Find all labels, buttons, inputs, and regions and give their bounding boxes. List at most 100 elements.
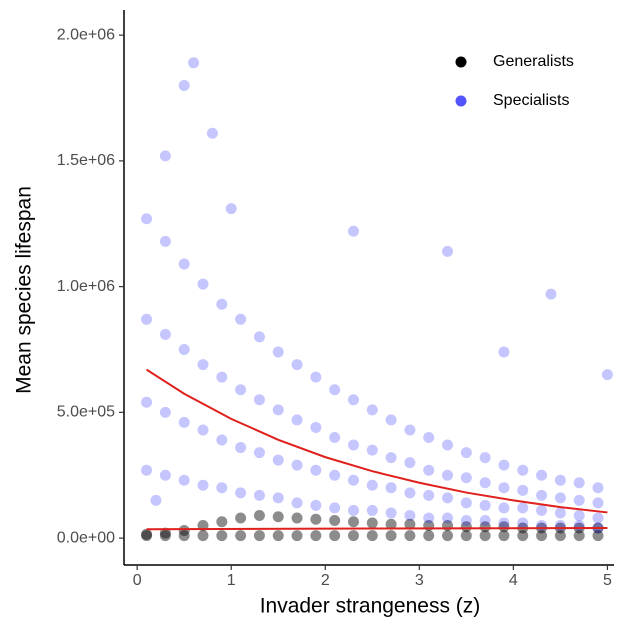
point — [197, 479, 209, 491]
point — [291, 359, 303, 371]
point — [479, 499, 491, 511]
point — [310, 499, 322, 511]
point — [460, 447, 472, 459]
point — [272, 404, 284, 416]
point — [291, 512, 303, 524]
point — [291, 530, 303, 542]
y-axis-title: Mean species lifespan — [13, 186, 36, 394]
point — [216, 434, 228, 446]
y-tick-label: 2.0e+06 — [57, 26, 115, 43]
point — [188, 57, 200, 69]
point — [573, 509, 585, 521]
point — [385, 452, 397, 464]
x-tick-label: 3 — [415, 572, 424, 589]
point — [235, 384, 247, 396]
point — [178, 525, 190, 537]
point — [178, 258, 190, 270]
point — [159, 469, 171, 481]
point — [310, 530, 322, 542]
point — [310, 513, 322, 525]
point — [216, 371, 228, 383]
point — [178, 343, 190, 355]
point — [197, 530, 209, 542]
point — [479, 477, 491, 489]
legend-marker — [455, 56, 467, 68]
point — [592, 530, 604, 542]
point — [554, 492, 566, 504]
legend-label: Specialists — [493, 92, 569, 109]
point — [347, 530, 359, 542]
point — [536, 489, 548, 501]
point — [498, 521, 510, 533]
point — [460, 497, 472, 509]
point — [536, 530, 548, 542]
point — [404, 530, 416, 542]
point — [404, 424, 416, 436]
point — [347, 225, 359, 237]
point — [404, 487, 416, 499]
point — [216, 482, 228, 494]
point — [423, 432, 435, 444]
point — [329, 502, 341, 514]
point — [235, 487, 247, 499]
point — [460, 514, 472, 526]
point — [235, 512, 247, 524]
point — [329, 432, 341, 444]
point — [442, 512, 454, 524]
point — [347, 504, 359, 516]
point — [573, 477, 585, 489]
point — [272, 346, 284, 358]
point — [601, 369, 613, 381]
x-tick-label: 1 — [227, 572, 236, 589]
point — [573, 520, 585, 532]
y-tick-label: 1.5e+06 — [57, 152, 115, 169]
point — [310, 371, 322, 383]
point — [592, 512, 604, 524]
point — [235, 313, 247, 325]
y-tick-label: 0.0e+00 — [57, 529, 115, 546]
point — [554, 530, 566, 542]
point — [385, 530, 397, 542]
fit-line — [146, 527, 608, 531]
point — [442, 530, 454, 542]
legend-label: Generalists — [493, 53, 574, 70]
point — [197, 424, 209, 436]
point — [423, 530, 435, 542]
point — [178, 79, 190, 91]
point — [498, 482, 510, 494]
points — [141, 57, 613, 542]
point — [366, 530, 378, 542]
point — [366, 479, 378, 491]
point — [141, 396, 153, 408]
point — [216, 298, 228, 310]
point — [442, 492, 454, 504]
point — [272, 511, 284, 523]
point — [141, 528, 153, 540]
point — [442, 439, 454, 451]
point — [554, 520, 566, 532]
point — [404, 518, 416, 530]
point — [479, 452, 491, 464]
point — [291, 497, 303, 509]
point — [329, 530, 341, 542]
point — [141, 464, 153, 476]
point — [366, 504, 378, 516]
point — [272, 492, 284, 504]
point — [150, 494, 162, 506]
point — [573, 530, 585, 542]
point — [517, 484, 529, 496]
point — [423, 512, 435, 524]
x-tick-label: 0 — [133, 572, 142, 589]
point — [366, 444, 378, 456]
point — [272, 530, 284, 542]
point — [347, 439, 359, 451]
point — [460, 521, 472, 533]
point — [272, 454, 284, 466]
point — [159, 527, 171, 539]
point — [159, 406, 171, 418]
legend-marker — [455, 95, 467, 107]
point — [536, 504, 548, 516]
point — [498, 502, 510, 514]
